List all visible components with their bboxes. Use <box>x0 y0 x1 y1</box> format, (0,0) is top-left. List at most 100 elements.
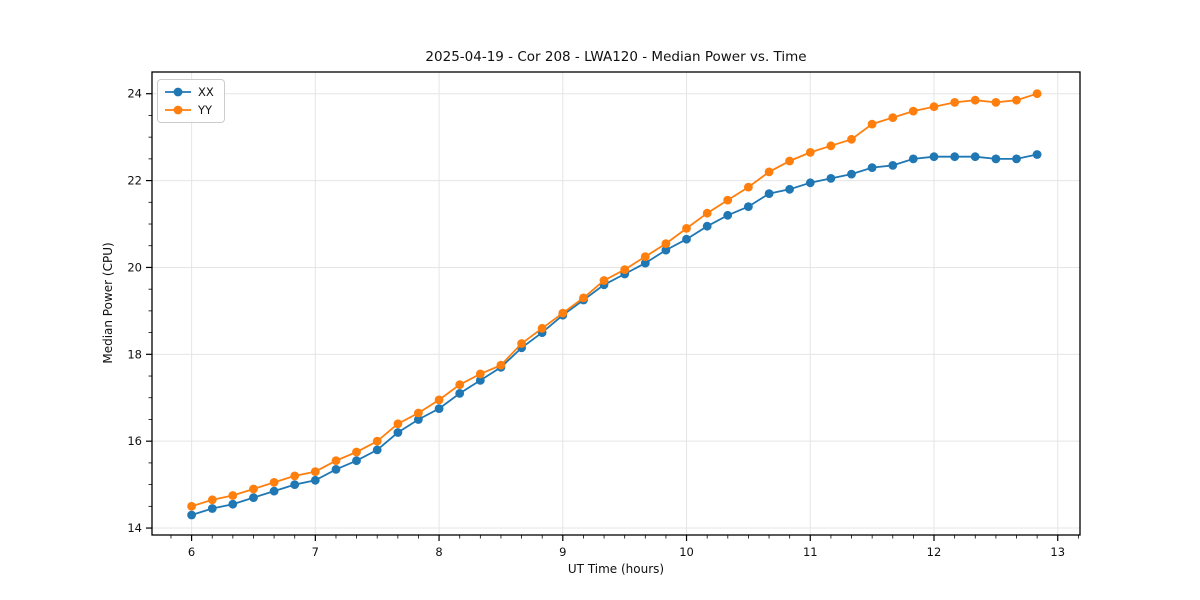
series-line-xx <box>191 153 1038 516</box>
y-tick-label: 24 <box>127 87 142 101</box>
x-tick-label: 10 <box>679 545 694 559</box>
data-point-xx <box>434 404 444 413</box>
data-point-yy <box>991 98 1001 107</box>
data-point-xx <box>867 163 877 173</box>
data-point-xx <box>290 480 300 489</box>
data-point-yy <box>207 495 217 505</box>
data-point-xx <box>847 169 856 179</box>
data-point-xx <box>310 475 320 485</box>
data-point-xx <box>331 465 341 474</box>
data-point-xx <box>826 174 836 183</box>
data-point-yy <box>331 456 341 466</box>
data-point-xx <box>764 189 774 199</box>
data-point-yy <box>908 106 918 116</box>
legend-entry-xx: XX <box>165 85 214 99</box>
data-point-xx <box>661 245 671 255</box>
x-tick-label: 7 <box>312 545 319 559</box>
data-point-yy <box>805 148 815 157</box>
data-point-xx <box>682 234 691 244</box>
data-point-yy <box>228 491 238 500</box>
data-point-yy <box>723 195 733 205</box>
data-point-yy <box>1032 89 1042 99</box>
legend-marker <box>173 105 183 115</box>
data-point-yy <box>434 395 444 405</box>
data-point-xx <box>908 154 918 164</box>
data-point-xx <box>455 389 465 398</box>
data-point-yy <box>764 167 774 177</box>
data-point-xx <box>393 428 403 437</box>
data-point-yy <box>702 208 712 218</box>
data-point-xx <box>929 152 939 162</box>
data-point-xx <box>228 499 238 509</box>
data-point-xx <box>475 376 485 385</box>
data-point-yy <box>579 293 588 303</box>
data-point-yy <box>682 224 691 233</box>
data-point-yy <box>785 156 794 166</box>
y-tick-label: 18 <box>127 347 142 361</box>
data-point-yy <box>1012 95 1021 105</box>
data-point-xx <box>187 510 197 520</box>
data-point-xx <box>723 210 733 220</box>
y-tick-label: 22 <box>127 174 142 188</box>
data-point-yy <box>249 484 258 494</box>
data-point-xx <box>991 154 1001 164</box>
series-line-yy <box>191 92 1038 508</box>
data-point-xx <box>970 152 980 162</box>
data-point-yy <box>640 252 650 261</box>
legend-line-marker-icon <box>165 105 191 115</box>
data-point-yy <box>661 239 671 249</box>
data-point-xx <box>785 184 794 194</box>
data-point-yy <box>929 102 939 112</box>
data-point-xx <box>640 258 650 268</box>
data-point-xx <box>888 161 898 170</box>
legend-line-marker-icon <box>165 87 191 97</box>
y-tick-label: 14 <box>127 521 142 535</box>
legend-label: YY <box>198 103 213 117</box>
legend: XX YY <box>157 79 225 123</box>
data-point-xx <box>352 456 361 466</box>
data-point-xx <box>744 202 753 212</box>
data-point-yy <box>475 369 485 379</box>
x-tick-label: 11 <box>803 545 818 559</box>
data-point-yy <box>290 471 300 481</box>
data-point-yy <box>372 436 382 446</box>
data-point-yy <box>414 408 423 418</box>
y-axis-label: Median Power (CPU) <box>101 242 115 364</box>
x-tick-label: 12 <box>927 545 942 559</box>
data-point-yy <box>352 447 361 457</box>
data-point-yy <box>269 478 279 487</box>
data-point-xx <box>1032 150 1042 159</box>
data-point-yy <box>950 98 960 107</box>
data-point-yy <box>847 134 856 144</box>
data-point-yy <box>558 308 568 318</box>
axes-box <box>151 71 1081 536</box>
data-point-yy <box>187 501 197 511</box>
x-tick-label: 13 <box>1050 545 1065 559</box>
data-point-yy <box>393 419 403 429</box>
data-point-xx <box>269 486 279 496</box>
data-point-yy <box>496 360 506 370</box>
legend-entry-yy: YY <box>165 103 214 117</box>
data-point-yy <box>599 276 609 285</box>
data-point-xx <box>207 504 217 513</box>
legend-label: XX <box>198 85 214 99</box>
x-tick-label: 8 <box>435 545 442 559</box>
x-tick-label: 6 <box>188 545 195 559</box>
data-point-xx <box>1012 154 1021 164</box>
data-point-xx <box>372 445 382 455</box>
legend-marker <box>173 87 183 97</box>
data-point-yy <box>888 113 898 122</box>
data-point-xx <box>249 493 258 502</box>
data-point-yy <box>620 265 630 274</box>
data-point-yy <box>455 380 465 390</box>
data-point-yy <box>970 95 980 105</box>
x-tick-label: 9 <box>559 545 566 559</box>
data-point-yy <box>537 323 547 333</box>
data-point-xx <box>702 221 712 231</box>
x-axis-label: UT Time (hours) <box>567 562 665 576</box>
chart-title: 2025-04-19 - Cor 208 - LWA120 - Median P… <box>425 49 807 65</box>
data-point-xx <box>950 152 960 162</box>
data-point-yy <box>744 182 753 192</box>
